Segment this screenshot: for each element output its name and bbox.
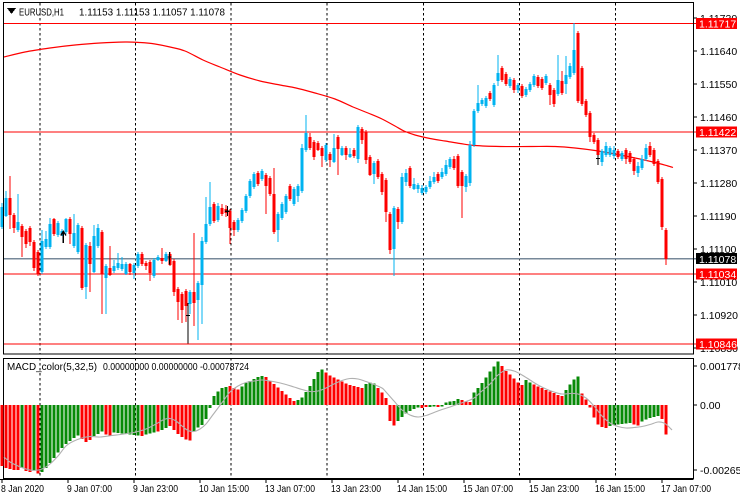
svg-text:15 Jan 07:00: 15 Jan 07:00 — [463, 483, 513, 495]
svg-text:1.11078: 1.11078 — [699, 254, 736, 266]
svg-text:0.00: 0.00 — [700, 400, 721, 412]
svg-text:13 Jan 23:00: 13 Jan 23:00 — [331, 483, 381, 495]
svg-text:EURUSD,H1: EURUSD,H1 — [19, 7, 64, 19]
svg-text:14 Jan 15:00: 14 Jan 15:00 — [397, 483, 447, 495]
svg-text:1.11370: 1.11370 — [700, 145, 737, 157]
svg-text:1.11460: 1.11460 — [700, 112, 737, 124]
svg-text:15 Jan 23:00: 15 Jan 23:00 — [529, 483, 579, 495]
svg-text:13 Jan 07:00: 13 Jan 07:00 — [265, 483, 315, 495]
svg-text:1.11422: 1.11422 — [699, 127, 736, 139]
svg-text:9 Jan 23:00: 9 Jan 23:00 — [133, 483, 178, 495]
svg-text:1.11280: 1.11280 — [700, 178, 737, 190]
svg-text:1.11190: 1.11190 — [700, 211, 737, 223]
svg-text:10 Jan 15:00: 10 Jan 15:00 — [199, 483, 249, 495]
svg-text:0.0017783: 0.0017783 — [700, 361, 740, 373]
svg-text:MACD_color(5,32,5): MACD_color(5,32,5) — [7, 361, 97, 373]
svg-text:0.00000000 0.00000000 -0.00078: 0.00000000 0.00000000 -0.00078724 — [103, 361, 249, 373]
svg-text:9 Jan 07:00: 9 Jan 07:00 — [67, 483, 112, 495]
svg-text:8 Jan 2020: 8 Jan 2020 — [1, 483, 44, 495]
svg-text:1.11010: 1.11010 — [700, 277, 737, 289]
svg-text:-0.002656: -0.002656 — [700, 465, 740, 477]
svg-text:17 Jan 07:00: 17 Jan 07:00 — [661, 483, 711, 495]
svg-text:1.11640: 1.11640 — [700, 46, 737, 58]
svg-text:1.10846: 1.10846 — [699, 339, 737, 351]
svg-text:1.11550: 1.11550 — [700, 79, 737, 91]
svg-text:1.11153 1.11153 1.11057 1.1107: 1.11153 1.11153 1.11057 1.11078 — [79, 7, 225, 19]
svg-text:1.10920: 1.10920 — [700, 310, 738, 322]
svg-text:1.11717: 1.11717 — [699, 19, 736, 31]
svg-text:16 Jan 15:00: 16 Jan 15:00 — [595, 483, 645, 495]
svg-text:1.11034: 1.11034 — [699, 269, 736, 281]
